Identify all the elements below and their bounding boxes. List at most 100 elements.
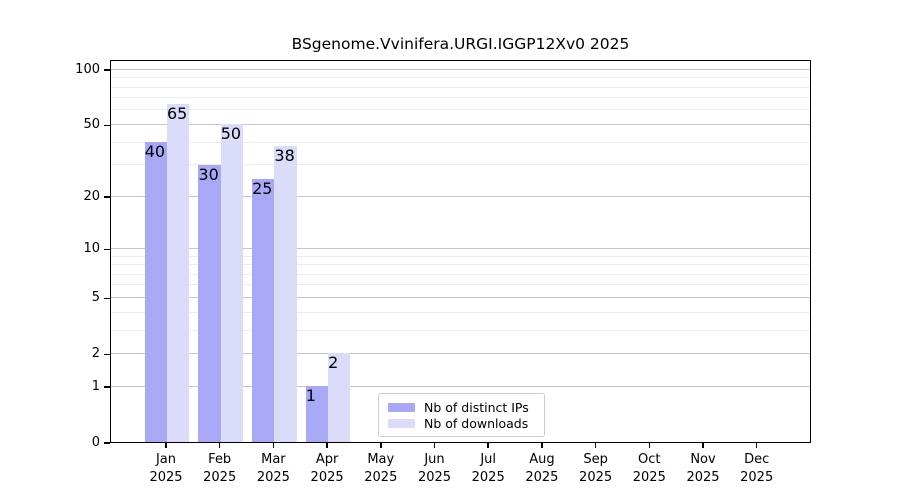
y-tick-5 — [104, 297, 110, 299]
y-tick-label-0: 0 — [91, 435, 100, 450]
x-tick-year: 2025 — [417, 469, 452, 485]
y-tick-50 — [104, 124, 110, 127]
x-tick-feb — [218, 443, 221, 448]
x-tick-month: Dec — [744, 452, 770, 467]
bar-nb-of-distinct-ips-mar: 25 — [252, 178, 275, 442]
x-tick-sep — [594, 443, 597, 448]
y-gridline-10 — [111, 247, 810, 249]
x-tick-apr — [326, 443, 328, 448]
y-tick-label-10: 10 — [83, 241, 100, 257]
bar-nb-of-downloads-mar: 38 — [274, 146, 297, 442]
x-tick-month: May — [367, 452, 395, 467]
bar-nb-of-distinct-ips-feb: 30 — [198, 164, 221, 442]
y-gridline-50 — [111, 123, 810, 125]
x-tick-jul — [487, 443, 489, 448]
x-tick-month: Jul — [480, 452, 497, 467]
x-tick-month: Nov — [690, 452, 716, 467]
y-gridline-minor-60 — [111, 109, 810, 111]
legend-item-nb-of-downloads: Nb of downloads — [388, 416, 535, 431]
x-tick-month: Oct — [638, 452, 661, 467]
x-tick-aug — [541, 443, 543, 448]
x-tick-jun — [433, 443, 436, 448]
y-gridline-2 — [111, 352, 810, 354]
bar-nb-of-distinct-ips-apr: 1 — [305, 386, 329, 442]
y-tick-2 — [104, 353, 110, 355]
x-tick-year: 2025 — [740, 469, 774, 485]
x-tick-year: 2025 — [203, 469, 237, 485]
y-gridline-minor-4 — [111, 311, 810, 313]
x-tick-label-mar: Mar 2025 — [241, 451, 305, 486]
y-tick-label-1: 1 — [91, 379, 100, 394]
x-tick-may — [380, 443, 382, 448]
x-tick-label-jan: Jan 2025 — [134, 451, 198, 486]
y-gridline-minor-40 — [111, 141, 810, 143]
x-tick-label-may: May 2025 — [349, 451, 413, 486]
y-gridline-100 — [111, 68, 810, 70]
y-gridline-20 — [111, 195, 810, 197]
x-tick-label-sep: Sep 2025 — [564, 451, 628, 486]
x-tick-label-feb: Feb 2025 — [188, 451, 252, 486]
x-tick-jan — [165, 443, 167, 448]
legend-swatch-icon — [388, 402, 415, 412]
y-gridline-minor-6 — [111, 284, 810, 286]
x-tick-year: 2025 — [686, 469, 720, 485]
y-tick-0 — [104, 442, 110, 444]
x-tick-dec — [755, 443, 758, 448]
legend-item-nb-of-distinct-ips: Nb of distinct IPs — [388, 400, 535, 415]
y-gridline-minor-7 — [111, 273, 810, 275]
x-tick-month: Feb — [208, 452, 232, 467]
y-tick-label-2: 2 — [91, 346, 100, 362]
bar-nb-of-downloads-apr: 2 — [328, 353, 351, 442]
legend: Nb of distinct IPs Nb of downloads — [378, 393, 545, 437]
y-gridline-minor-3 — [111, 329, 810, 331]
x-tick-oct — [648, 443, 651, 448]
y-gridline-1 — [111, 385, 810, 387]
y-tick-label-5: 5 — [91, 290, 100, 306]
y-gridline-5 — [111, 296, 810, 298]
x-tick-year: 2025 — [256, 469, 290, 485]
plot-area: 40 30 25 1 65 50 38 2 — [110, 60, 811, 443]
x-tick-label-dec: Dec 2025 — [725, 451, 789, 486]
x-tick-year: 2025 — [149, 469, 183, 485]
y-tick-20 — [104, 196, 110, 198]
y-gridline-minor-9 — [111, 255, 810, 257]
x-tick-label-nov: Nov 2025 — [671, 451, 735, 486]
x-tick-month: Aug — [529, 452, 555, 467]
bar-nb-of-downloads-jan: 65 — [167, 103, 190, 442]
legend-swatch-icon — [388, 418, 415, 428]
chart-title: BSgenome.Vvinifera.URGI.IGGP12Xv0 2025 — [291, 35, 630, 53]
y-gridline-minor-80 — [111, 86, 810, 88]
y-tick-label-100: 100 — [75, 62, 100, 78]
x-tick-year: 2025 — [632, 469, 666, 485]
x-tick-month: Jan — [155, 452, 177, 467]
x-tick-mar — [272, 443, 275, 448]
x-tick-year: 2025 — [364, 469, 398, 485]
bar-nb-of-distinct-ips-jan: 40 — [144, 142, 167, 442]
x-tick-year: 2025 — [525, 469, 559, 485]
x-tick-label-aug: Aug 2025 — [510, 451, 574, 486]
bar-nb-of-downloads-feb: 50 — [220, 124, 243, 442]
y-tick-label-50: 50 — [83, 117, 100, 133]
y-tick-label-20: 20 — [83, 189, 100, 205]
x-tick-label-apr: Apr 2025 — [295, 451, 359, 486]
x-tick-year: 2025 — [471, 469, 505, 485]
x-tick-label-oct: Oct 2025 — [617, 451, 681, 486]
y-gridline-minor-30 — [111, 164, 810, 166]
y-tick-100 — [104, 69, 110, 71]
x-tick-month: Mar — [261, 452, 286, 467]
y-tick-10 — [104, 248, 110, 251]
x-tick-month: Jun — [424, 452, 445, 467]
x-tick-month: Sep — [583, 452, 608, 467]
x-tick-nov — [702, 443, 704, 448]
x-tick-label-jul: Jul 2025 — [456, 451, 520, 486]
x-tick-year: 2025 — [579, 469, 613, 485]
y-tick-1 — [104, 386, 110, 388]
y-gridline-minor-8 — [111, 264, 810, 266]
legend-label: Nb of distinct IPs — [424, 399, 529, 415]
legend-label: Nb of downloads — [424, 415, 529, 431]
y-gridline-minor-90 — [111, 77, 810, 79]
y-gridline-minor-70 — [111, 97, 810, 99]
x-tick-month: Apr — [315, 452, 339, 467]
x-tick-label-jun: Jun 2025 — [403, 451, 467, 486]
